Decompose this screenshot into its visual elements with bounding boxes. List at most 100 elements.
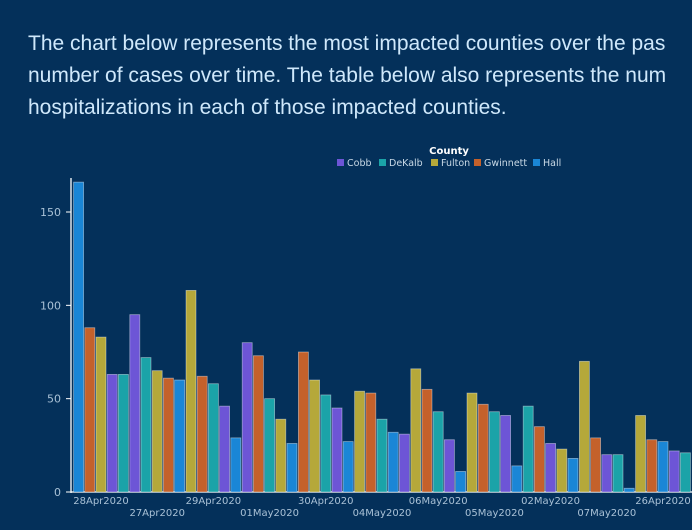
x-tick-label: 06May2020 [409,496,468,507]
bar [275,418,287,493]
bars [73,181,691,493]
x-axis-ticks: 28Apr202027Apr202029Apr202001May202030Ap… [73,496,690,519]
bar [590,437,601,493]
bar [286,443,298,493]
bar [387,431,399,493]
legend-swatch [533,159,540,166]
bar [500,415,512,493]
bar [455,471,467,493]
legend-title: County [429,146,469,157]
bar [410,368,422,493]
bar [106,373,118,493]
bar [668,450,680,493]
bar-group [635,415,691,493]
bar [297,351,309,493]
y-tick-label: 0 [54,486,61,499]
bar [545,443,556,493]
bar [477,403,489,493]
bar [241,342,253,493]
bar [635,415,646,493]
bar [264,398,276,493]
x-tick-label: 26Apr2020 [635,496,690,507]
bar-group [297,351,354,493]
bar [556,448,568,493]
bar [162,377,174,493]
bar [534,426,545,493]
bar [151,370,163,493]
bar-group [466,392,523,493]
legend-item: Fulton [431,158,470,169]
bar [196,375,208,493]
intro-line: hospitalizations in each of those impact… [28,96,507,119]
bar [174,379,186,493]
bar [421,388,433,493]
y-tick-label: 50 [47,393,61,406]
bar [398,433,410,493]
bar [522,405,534,493]
legend-swatch [431,159,438,166]
bar [601,454,613,493]
bar [646,439,658,493]
y-tick-label: 100 [40,299,61,312]
x-tick-label: 02May2020 [521,496,580,507]
legend-label: Hall [543,158,561,169]
bar [207,383,219,493]
legend: County Cobb DeKalb Fulton Gwinnett Hall [337,146,561,169]
bar [612,454,624,493]
bar [365,392,377,493]
legend-label: Fulton [441,158,470,169]
legend-swatch [379,159,386,166]
bar [567,457,579,493]
legend-swatch [474,159,481,166]
bar-group [579,360,635,493]
bar [466,392,478,493]
legend-item: Cobb [337,158,372,169]
bar-group [354,390,410,493]
legend-label: DeKalb [389,158,423,169]
bar [623,487,635,493]
bar [309,379,321,493]
legend-label: Cobb [347,158,372,169]
bar [331,407,343,493]
bar [511,465,523,493]
bar [185,289,197,493]
legend-item: Hall [533,158,561,169]
bar-group [73,181,129,493]
bar [342,441,354,493]
bar-group [241,342,298,493]
y-tick-label: 150 [40,206,61,219]
bar [320,394,332,493]
bar-group [129,314,186,493]
intro-line: The chart below represents the most impa… [28,32,666,55]
bar [432,411,444,493]
x-tick-label: 29Apr2020 [186,496,241,507]
bar-group [522,405,579,493]
bar [230,437,242,493]
bar [84,327,96,493]
bar [443,439,455,493]
legend-item: DeKalb [379,158,423,169]
x-tick-label: 01May2020 [240,508,299,519]
x-tick-label: 30Apr2020 [298,496,353,507]
legend-item: Gwinnett [474,158,527,169]
intro-text: The chart below represents the most impa… [28,28,692,124]
x-tick-label: 27Apr2020 [129,508,184,519]
bar [95,336,107,493]
bar [579,360,590,493]
bar [140,357,152,493]
x-tick-label: 07May2020 [577,508,636,519]
bar [680,452,691,493]
bar-group [410,368,467,493]
x-tick-label: 05May2020 [465,508,524,519]
x-tick-label: 04May2020 [353,508,412,519]
bar [73,181,84,493]
bar-group [185,289,242,493]
x-tick-label: 28Apr2020 [73,496,128,507]
bar [488,411,500,493]
bar [129,314,141,493]
intro-line: number of cases over time. The table bel… [28,64,667,87]
bar [376,418,388,493]
legend-swatch [337,159,344,166]
